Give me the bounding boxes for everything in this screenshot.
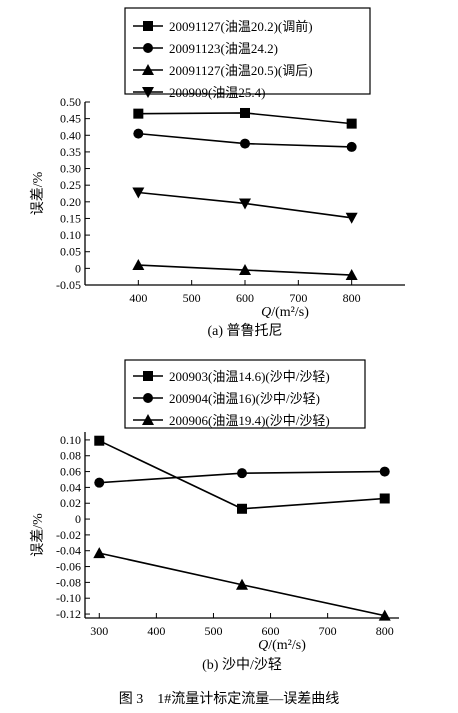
chart-a: 20091127(油温20.2)(调前) 20091123(油温24.2) 2009… <box>30 7 405 339</box>
x-tick-label: 700 <box>289 291 307 305</box>
legend-marker <box>142 87 154 98</box>
y-tick-label: 0.35 <box>60 145 81 159</box>
data-point <box>133 128 144 139</box>
legend-item: 20091127(油温20.2)(调前) <box>133 19 313 34</box>
x-tick-label: 300 <box>90 624 108 638</box>
y-axis-label: 误差/% <box>30 171 46 215</box>
y-tick-label: 0.08 <box>60 449 81 463</box>
legend-label: 200903(油温14.6)(沙中/沙轻) <box>169 369 330 384</box>
legend-item: 20091127(油温20.5)(调后) <box>133 63 313 78</box>
data-point <box>240 107 250 118</box>
data-point <box>237 468 247 479</box>
legend-marker <box>143 371 153 381</box>
legend-marker <box>143 43 153 53</box>
legend-item: 200903(油温14.6)(沙中/沙轻) <box>133 369 330 384</box>
y-tick-label: 0.15 <box>60 211 81 225</box>
chart-subtitle: (a) 普鲁托尼 <box>207 323 282 339</box>
data-point <box>346 118 357 129</box>
y-tick-label: 0.50 <box>60 95 81 109</box>
series <box>94 466 390 488</box>
data-point <box>378 609 391 621</box>
y-tick-label: 0.02 <box>60 496 81 510</box>
data-point <box>239 198 251 210</box>
y-axis-label: 误差/% <box>30 513 46 557</box>
legend-marker <box>143 393 153 403</box>
legend-item: 200904(油温16)(沙中/沙轻) <box>133 391 320 406</box>
data-point <box>345 269 358 281</box>
y-tick-label: -0.12 <box>56 607 81 621</box>
legend-label: 20091123(油温24.2) <box>169 41 278 56</box>
x-tick-label: 800 <box>376 624 394 638</box>
data-point <box>132 187 145 199</box>
x-tick-label: 400 <box>129 291 147 305</box>
data-point <box>237 503 247 514</box>
y-tick-label: -0.06 <box>56 560 81 574</box>
legend-marker <box>143 21 153 31</box>
legend-box <box>124 7 371 95</box>
y-tick-label: 0.25 <box>60 178 81 192</box>
series <box>93 547 391 621</box>
data-point <box>132 259 145 271</box>
data-point <box>240 138 250 149</box>
y-tick-label: 0.10 <box>60 228 81 242</box>
x-tick-label: 400 <box>147 624 165 638</box>
y-tick-label: 0.20 <box>60 195 81 209</box>
y-tick-label: -0.08 <box>56 575 81 589</box>
y-tick-label: -0.05 <box>56 278 81 292</box>
x-tick-label: 800 <box>343 291 361 305</box>
data-point <box>379 493 390 504</box>
y-tick-label: 0.05 <box>60 245 81 259</box>
x-axis-label: Q/(m²/s) <box>258 638 306 653</box>
legend-marker <box>142 414 154 425</box>
legend-label: 20091127(油温20.2)(调前) <box>169 19 313 34</box>
y-tick-label: 0.10 <box>60 433 81 447</box>
y-tick-label: 0.40 <box>60 128 81 142</box>
y-tick-label: -0.02 <box>56 528 81 542</box>
legend: 20091127(油温20.2)(调前) 20091123(油温24.2) 2009… <box>124 7 371 100</box>
data-point <box>345 212 358 224</box>
chart-b: 200903(油温14.6)(沙中/沙轻) 200904(油温16)(沙中/沙轻)… <box>30 359 399 673</box>
legend-label: 200904(油温16)(沙中/沙轻) <box>169 391 320 406</box>
chart-subtitle: (b) 沙中/沙轻 <box>202 657 282 673</box>
series <box>133 128 357 152</box>
legend-label: 20091127(油温20.5)(调后) <box>169 63 313 78</box>
data-point <box>346 141 357 152</box>
legend-marker <box>142 64 154 75</box>
series <box>94 435 390 514</box>
data-point <box>94 477 105 488</box>
figure-caption: 图 3 1#流量计标定流量—误差曲线 <box>119 691 340 707</box>
y-tick-label: 0.45 <box>60 112 81 126</box>
x-axis-label: Q/(m²/s) <box>261 305 309 320</box>
x-tick-label: 500 <box>204 624 222 638</box>
legend-item: 200909(油温25.4) <box>133 85 265 100</box>
y-tick-label: 0 <box>75 261 81 275</box>
x-tick-label: 600 <box>262 624 280 638</box>
data-point <box>133 108 144 119</box>
legend: 200903(油温14.6)(沙中/沙轻) 200904(油温16)(沙中/沙轻)… <box>124 359 366 429</box>
series <box>132 259 358 281</box>
y-tick-label: 0.30 <box>60 162 81 176</box>
y-tick-label: -0.04 <box>56 544 81 558</box>
legend-item: 20091123(油温24.2) <box>133 41 278 56</box>
data-point <box>236 578 248 590</box>
y-tick-label: 0 <box>75 512 81 526</box>
data-point <box>379 466 390 477</box>
data-point <box>93 547 106 559</box>
series <box>132 187 358 224</box>
series <box>133 107 357 129</box>
data-point <box>239 264 251 276</box>
legend-label: 200906(油温19.4)(沙中/沙轻) <box>169 413 330 428</box>
legend-item: 200906(油温19.4)(沙中/沙轻) <box>133 413 330 428</box>
data-point <box>94 435 105 446</box>
x-tick-label: 700 <box>319 624 337 638</box>
legend-label: 200909(油温25.4) <box>169 85 265 100</box>
y-tick-label: 0.04 <box>60 480 81 494</box>
x-tick-label: 500 <box>183 291 201 305</box>
y-tick-label: 0.06 <box>60 465 81 479</box>
x-tick-label: 600 <box>236 291 254 305</box>
y-tick-label: -0.10 <box>56 591 81 605</box>
legend-box <box>124 359 366 429</box>
